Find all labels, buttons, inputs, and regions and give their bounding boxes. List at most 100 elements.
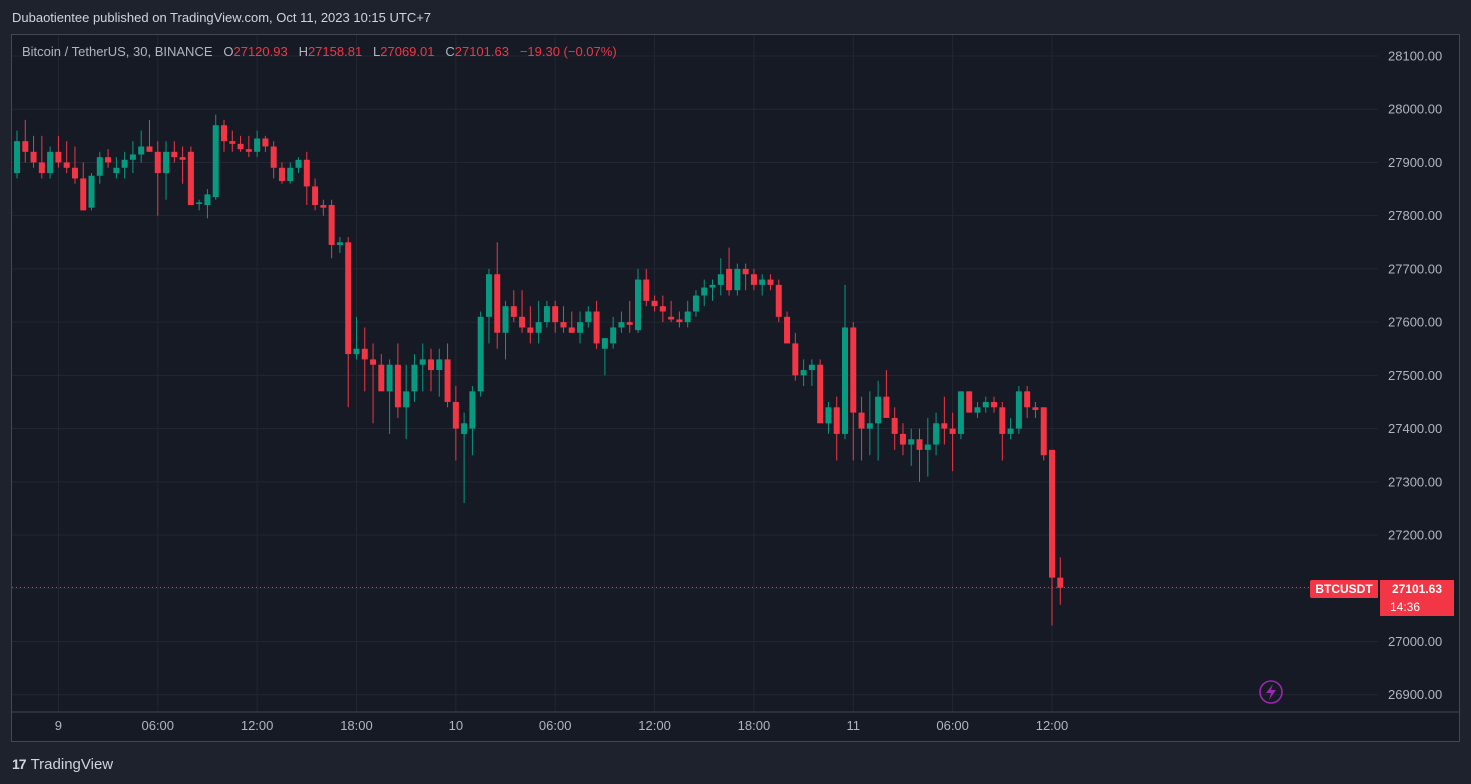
- candle-body: [80, 178, 87, 211]
- candle-body: [933, 423, 940, 445]
- legend-low-label: L: [373, 44, 381, 59]
- candle-body: [221, 125, 227, 142]
- legend-close: 27101.63: [454, 44, 509, 59]
- candle-body: [842, 327, 848, 434]
- candle-body: [187, 151, 194, 206]
- candle-body: [328, 205, 335, 245]
- y-tick-label: 27800.00: [1388, 208, 1442, 223]
- candle-body: [254, 138, 261, 152]
- legend-close-label: C: [445, 44, 455, 59]
- candle-body: [742, 268, 749, 275]
- candle-body: [717, 274, 724, 285]
- x-tick-label: 18:00: [340, 718, 373, 733]
- candle-body: [336, 242, 343, 245]
- y-tick-label: 27900.00: [1388, 155, 1442, 170]
- candle-body: [461, 423, 468, 434]
- candle-body: [320, 205, 327, 208]
- candle-body: [30, 151, 37, 163]
- y-tick-label: 27600.00: [1388, 315, 1442, 330]
- legend-change: −19.30 (−0.07%): [519, 44, 617, 59]
- candle-body: [419, 359, 426, 365]
- candle-body: [535, 322, 542, 333]
- candle-body: [229, 141, 236, 144]
- legend-high-label: H: [298, 44, 308, 59]
- candle-body: [593, 311, 600, 344]
- candle-body: [610, 327, 617, 344]
- candle-body: [817, 364, 824, 424]
- x-tick-label: 11: [847, 718, 861, 733]
- candle-body: [643, 279, 650, 301]
- x-tick-label: 06:00: [539, 718, 572, 733]
- candle-body: [303, 159, 310, 187]
- candle-body: [800, 370, 807, 376]
- candle-body: [1007, 428, 1014, 434]
- candle-body: [692, 295, 699, 312]
- chart-legend: Bitcoin / TetherUS, 30, BINANCE O27120.9…: [22, 44, 617, 59]
- publish-info: Dubaotientee published on TradingView.co…: [12, 10, 432, 25]
- candle-body: [22, 141, 29, 152]
- candle-body: [850, 327, 857, 413]
- candle-body: [701, 287, 708, 296]
- candle-body: [378, 364, 385, 392]
- x-tick-label: 12:00: [241, 718, 274, 733]
- candle-body: [668, 316, 675, 320]
- x-tick-label: 18:00: [738, 718, 771, 733]
- candle-body: [577, 322, 584, 333]
- lightning-icon[interactable]: [1259, 680, 1283, 704]
- candle-body: [899, 433, 906, 445]
- candle-body: [858, 412, 865, 429]
- candle-body: [784, 316, 791, 344]
- candle-body: [510, 306, 517, 317]
- footer-brand[interactable]: 17 TradingView: [12, 754, 113, 774]
- candle-body: [974, 407, 981, 413]
- candle-body: [163, 151, 170, 174]
- candle-body: [543, 306, 550, 323]
- legend-symbol[interactable]: Bitcoin / TetherUS, 30, BINANCE: [22, 44, 213, 59]
- y-tick-label: 27200.00: [1388, 528, 1442, 543]
- candle-body: [278, 167, 285, 182]
- candle-body: [709, 284, 716, 288]
- candle-body: [833, 407, 840, 434]
- candle-body: [883, 396, 890, 418]
- candle-body: [502, 306, 509, 333]
- candle-body: [345, 242, 352, 355]
- candle-body: [121, 159, 128, 168]
- candle-body: [924, 444, 931, 450]
- candle-body: [477, 316, 484, 392]
- candle-body: [676, 319, 683, 323]
- candle-body: [394, 364, 401, 408]
- x-tick-label: 06:00: [936, 718, 969, 733]
- legend-high: 27158.81: [307, 44, 363, 59]
- candle-body: [767, 279, 774, 285]
- candle-body: [212, 125, 219, 198]
- candle-body: [196, 202, 203, 204]
- candle-body: [916, 439, 923, 450]
- candle-body: [552, 306, 559, 323]
- candle-body: [146, 146, 153, 152]
- candle-body: [295, 159, 302, 168]
- candle-body: [47, 151, 54, 174]
- candle-body: [957, 391, 964, 434]
- candle-body: [386, 364, 393, 392]
- candle-body: [999, 407, 1006, 434]
- candle-body: [171, 151, 178, 158]
- candle-body: [452, 401, 459, 429]
- candle-body: [14, 141, 20, 174]
- candle-body: [527, 327, 534, 333]
- candle-body: [1057, 577, 1064, 588]
- candle-body: [204, 194, 211, 206]
- candle-body: [601, 338, 608, 349]
- candle-body: [585, 311, 592, 323]
- y-tick-label: 27400.00: [1388, 421, 1442, 436]
- candle-body: [1040, 407, 1047, 456]
- candle-body: [63, 162, 70, 168]
- legend-low: 27069.01: [380, 44, 435, 59]
- candle-body: [734, 268, 741, 291]
- candle-body: [982, 401, 989, 408]
- candle-body: [875, 396, 882, 424]
- brand-name: TradingView: [30, 755, 114, 773]
- x-tick-label: 9: [55, 718, 62, 733]
- candle-body: [1049, 449, 1055, 578]
- candle-body: [866, 423, 873, 429]
